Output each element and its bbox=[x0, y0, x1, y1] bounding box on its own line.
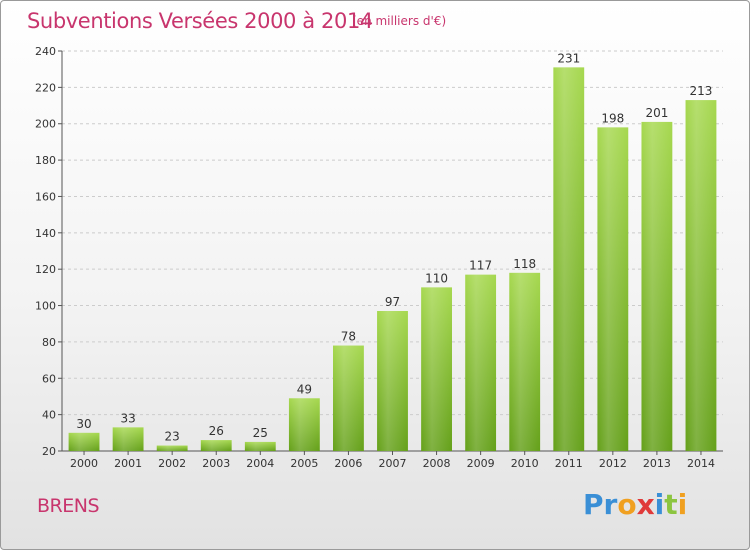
bar-shine bbox=[112, 427, 144, 451]
bar-shine bbox=[553, 67, 585, 451]
logo-letter: o bbox=[617, 488, 637, 521]
bar-value-label: 118 bbox=[513, 257, 536, 271]
bar-value-label: 110 bbox=[425, 271, 448, 285]
bar-2007: 97 bbox=[377, 295, 408, 451]
y-tick-label: 60 bbox=[42, 372, 56, 385]
x-tick-label: 2000 bbox=[70, 457, 98, 470]
x-tick-label: 2009 bbox=[467, 457, 495, 470]
bar-value-label: 49 bbox=[297, 382, 312, 396]
bar-shine bbox=[597, 127, 629, 451]
x-tick-label: 2004 bbox=[246, 457, 274, 470]
x-tick-label: 2007 bbox=[379, 457, 407, 470]
bar-2011: 231 bbox=[553, 51, 585, 451]
x-tick-label: 2011 bbox=[555, 457, 583, 470]
y-tick-label: 160 bbox=[35, 190, 56, 203]
chart-title: Subventions Versées 2000 à 2014 bbox=[27, 9, 373, 33]
bar-shine bbox=[200, 440, 232, 451]
logo-letter: x bbox=[636, 488, 655, 521]
bar-2005: 49 bbox=[288, 382, 320, 451]
y-tick-label: 200 bbox=[35, 118, 56, 131]
x-tick-label: 2005 bbox=[290, 457, 318, 470]
logo-letter: i bbox=[654, 488, 665, 521]
bar-value-label: 25 bbox=[253, 426, 268, 440]
y-tick-label: 120 bbox=[35, 263, 56, 276]
bar-2004: 25 bbox=[244, 426, 276, 451]
y-tick-label: 20 bbox=[42, 445, 56, 458]
logo-letter: i bbox=[677, 488, 688, 521]
bar-2012: 198 bbox=[597, 111, 629, 451]
bar-shine bbox=[685, 100, 717, 451]
x-tick-label: 2003 bbox=[202, 457, 230, 470]
bar-2013: 201 bbox=[641, 106, 673, 451]
bar-value-label: 117 bbox=[469, 259, 492, 273]
y-tick-label: 100 bbox=[35, 300, 56, 313]
bar-value-label: 198 bbox=[601, 111, 624, 125]
x-tick-label: 2002 bbox=[158, 457, 186, 470]
bar-shine bbox=[333, 345, 364, 451]
x-tick-label: 2001 bbox=[114, 457, 142, 470]
x-tick-label: 2014 bbox=[687, 457, 715, 470]
proxiti-logo: Proxiti bbox=[583, 488, 687, 521]
bar-2014: 213 bbox=[685, 84, 717, 451]
x-axis-labels: 2000 2001 2002 2003 2004 2005 2006 2007 2008 2009… bbox=[70, 451, 715, 470]
x-tick-label: 2012 bbox=[599, 457, 627, 470]
bar-2002: 23 bbox=[156, 430, 188, 451]
logo-letter: P bbox=[583, 488, 604, 521]
bar-shine bbox=[156, 445, 188, 451]
bar-value-label: 23 bbox=[165, 430, 180, 444]
logo-letter: r bbox=[603, 488, 618, 521]
y-tick-label: 240 bbox=[35, 45, 56, 58]
bar-2008: 110 bbox=[421, 271, 452, 451]
bar-2000: 30 bbox=[68, 417, 100, 451]
bar-shine bbox=[68, 432, 100, 451]
bar-shine bbox=[244, 441, 276, 451]
bar-shine bbox=[509, 272, 541, 451]
x-tick-label: 2010 bbox=[511, 457, 539, 470]
bar-value-label: 201 bbox=[645, 106, 668, 120]
bar-value-label: 231 bbox=[557, 51, 580, 65]
bar-2001: 33 bbox=[112, 411, 144, 451]
commune-name: BRENS bbox=[37, 495, 100, 517]
x-tick-label: 2008 bbox=[423, 457, 451, 470]
x-tick-label: 2013 bbox=[643, 457, 671, 470]
bars: 30 33 23 26 25 49 78 97 110 117 118 231 198 201 213 bbox=[68, 51, 717, 451]
y-tick-label: 140 bbox=[35, 227, 56, 240]
chart-subtitle: (en milliers d'€) bbox=[352, 14, 447, 28]
bar-2003: 26 bbox=[200, 424, 232, 451]
bar-value-label: 97 bbox=[385, 295, 400, 309]
logo-letter: t bbox=[664, 488, 678, 521]
bar-shine bbox=[641, 121, 673, 451]
bar-2006: 78 bbox=[333, 330, 364, 451]
y-tick-label: 40 bbox=[42, 409, 56, 422]
bar-value-label: 26 bbox=[209, 424, 224, 438]
bar-2010: 118 bbox=[509, 257, 541, 451]
y-tick-label: 220 bbox=[35, 81, 56, 94]
bar-shine bbox=[465, 274, 497, 451]
bar-shine bbox=[377, 311, 408, 451]
bar-shine bbox=[421, 287, 452, 451]
bar-shine bbox=[288, 398, 320, 451]
bar-value-label: 33 bbox=[120, 411, 135, 425]
bar-value-label: 213 bbox=[690, 84, 713, 98]
bar-value-label: 30 bbox=[76, 417, 91, 431]
bar-2009: 117 bbox=[465, 259, 497, 451]
y-tick-label: 80 bbox=[42, 336, 56, 349]
bar-value-label: 78 bbox=[341, 330, 356, 344]
y-tick-label: 180 bbox=[35, 154, 56, 167]
x-tick-label: 2006 bbox=[334, 457, 362, 470]
